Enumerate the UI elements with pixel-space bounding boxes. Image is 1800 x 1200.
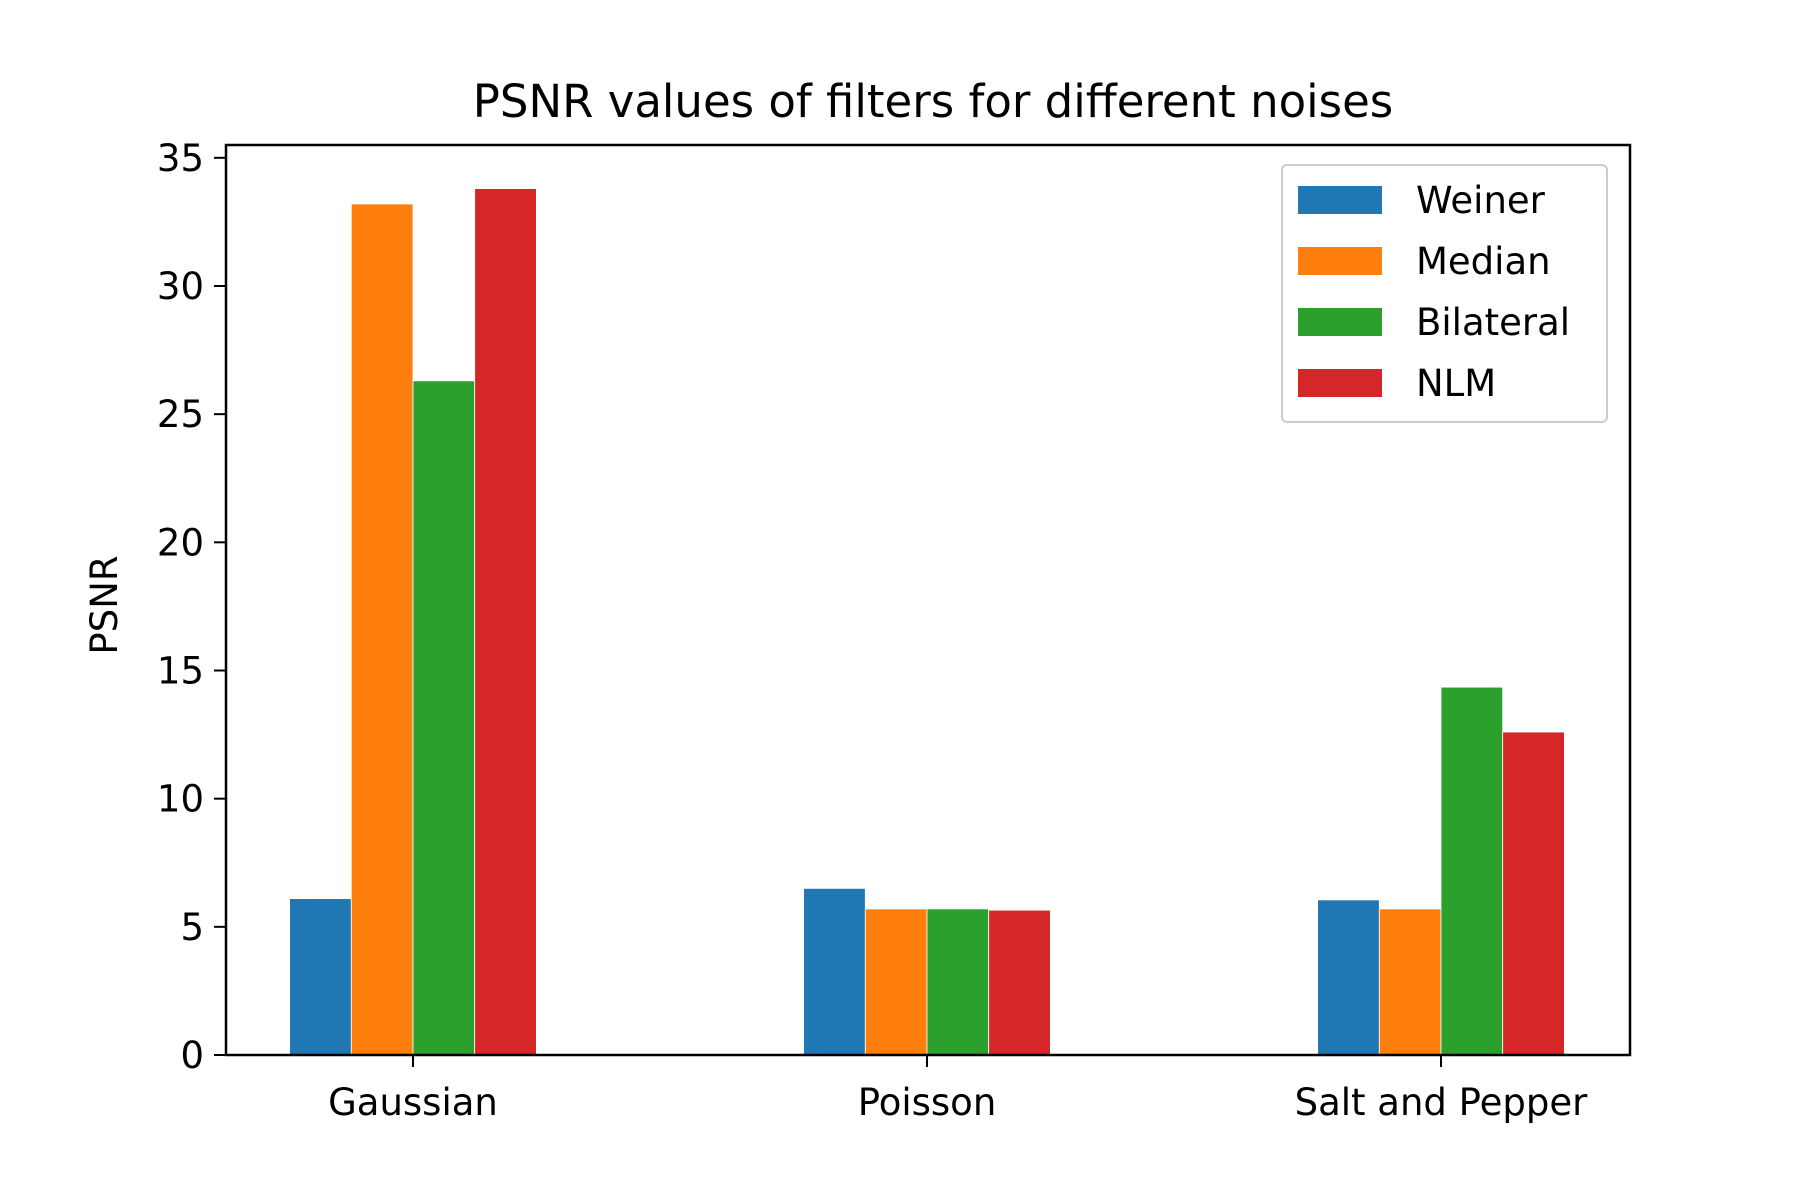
y-tick-label: 10 (157, 778, 204, 821)
legend-label-weiner: Weiner (1416, 179, 1546, 222)
bar-weiner-poisson (803, 887, 866, 1056)
y-axis: 0 5 10 15 20 25 30 35 (157, 137, 226, 1077)
bar-nlm-poisson (988, 909, 1051, 1056)
bar-median-poisson (864, 908, 928, 1056)
bar-weiner-gaussian (289, 898, 352, 1056)
legend-swatch-median (1298, 247, 1382, 275)
chart-title: PSNR values of filters for different noi… (473, 75, 1393, 128)
legend-label-nlm: NLM (1416, 362, 1496, 405)
legend-label-bilateral: Bilateral (1416, 301, 1570, 344)
bar-bilateral-gaussian (412, 380, 476, 1056)
plot-frame (224, 143, 1632, 1057)
y-tick-label: 25 (157, 393, 204, 436)
bar-nlm-gaussian (474, 188, 537, 1056)
bars-layer (289, 188, 1565, 1056)
legend-swatch-nlm (1298, 369, 1382, 397)
y-tick-label: 20 (157, 521, 204, 564)
y-tick-label: 0 (180, 1034, 204, 1077)
y-axis-label: PSNR (83, 555, 126, 654)
x-tick-label: Gaussian (328, 1081, 498, 1124)
y-tick-label: 5 (180, 906, 204, 949)
y-tick-label: 15 (157, 649, 204, 692)
bar-nlm-salt-and-pepper (1502, 731, 1565, 1056)
legend-label-median: Median (1416, 240, 1551, 283)
x-axis: Gaussian Poisson Salt and Pepper (328, 1055, 1588, 1124)
legend-box (1281, 164, 1608, 423)
y-tick-label: 30 (157, 265, 204, 308)
bar-bilateral-salt-and-pepper (1440, 686, 1504, 1056)
bar-median-salt-and-pepper (1378, 908, 1442, 1056)
y-tick-label: 35 (157, 137, 204, 180)
x-tick-label: Poisson (858, 1081, 997, 1124)
bar-bilateral-poisson (926, 908, 990, 1056)
bar-median-gaussian (350, 203, 414, 1056)
legend-swatch-bilateral (1298, 308, 1382, 336)
x-tick-label: Salt and Pepper (1295, 1081, 1589, 1124)
legend-swatch-weiner (1298, 186, 1382, 214)
bar-weiner-salt-and-pepper (1317, 899, 1380, 1056)
legend: Weiner Median Bilateral NLM (1281, 164, 1608, 423)
